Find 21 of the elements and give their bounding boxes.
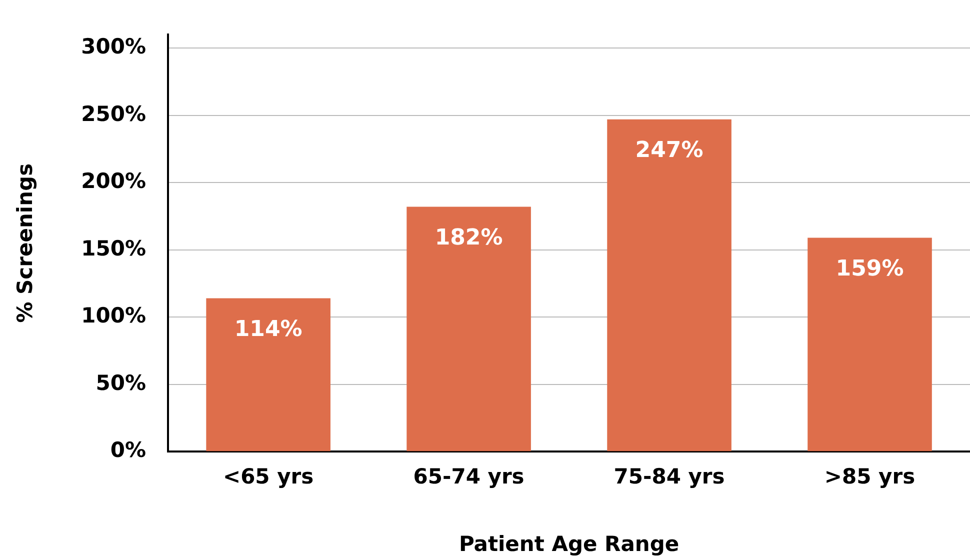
bar: [206, 298, 330, 452]
x-tick-label: <65 yrs: [222, 464, 314, 489]
y-axis-title: % Screenings: [13, 163, 38, 323]
x-axis-title: Patient Age Range: [458, 532, 680, 556]
y-tick-label: 200%: [81, 169, 146, 194]
data-label: 114%: [234, 316, 302, 342]
data-label: 182%: [434, 226, 503, 250]
y-tick-label: 300%: [81, 34, 146, 59]
x-tick-label: 75-84 yrs: [614, 464, 725, 489]
bar: [406, 206, 531, 452]
data-label: 159%: [836, 256, 904, 282]
y-tick-label: 50%: [96, 370, 146, 395]
y-tick-label: 0%: [110, 438, 146, 462]
y-tick-label: 100%: [81, 304, 146, 328]
x-tick-label: >85 yrs: [824, 464, 916, 489]
x-tick-label: 65-74 yrs: [413, 464, 524, 489]
data-label: 247%: [635, 138, 704, 164]
bar: [607, 119, 732, 452]
y-tick-label: 250%: [81, 102, 146, 126]
y-tick-label: 150%: [81, 236, 146, 260]
bar: [808, 238, 932, 452]
